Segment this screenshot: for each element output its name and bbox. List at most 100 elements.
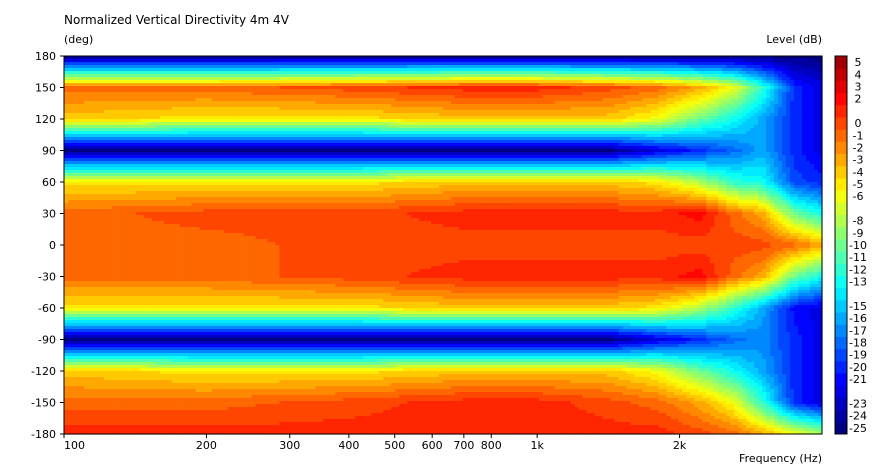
heatmap-cell <box>666 59 671 63</box>
heatmap-cell <box>710 59 715 63</box>
heatmap-cell <box>427 74 432 78</box>
heatmap-cell <box>622 95 628 99</box>
heatmap-cell <box>750 107 755 111</box>
heatmap-cell <box>64 65 69 69</box>
heatmap-cell <box>538 86 544 90</box>
heatmap-cell <box>462 107 468 111</box>
heatmap-cell <box>251 89 257 93</box>
heatmap-cell <box>343 110 348 114</box>
heatmap-cell <box>275 77 281 81</box>
heatmap-cell <box>131 92 137 96</box>
heatmap-cell <box>431 95 436 99</box>
heatmap-cell <box>415 86 420 90</box>
heatmap-cell <box>267 107 273 111</box>
heatmap-cell <box>658 62 664 66</box>
heatmap-cell <box>542 95 548 99</box>
heatmap-cell <box>550 80 556 84</box>
heatmap-cell <box>399 59 404 63</box>
heatmap-cell <box>546 95 552 99</box>
heatmap-cell <box>259 101 265 105</box>
heatmap-cell <box>594 59 600 63</box>
heatmap-cell <box>798 86 803 90</box>
heatmap-cell <box>762 86 767 90</box>
heatmap-cell <box>291 101 296 105</box>
heatmap-cell <box>299 56 304 60</box>
heatmap-cell <box>670 95 675 99</box>
heatmap-cell <box>179 107 185 111</box>
heatmap-cell <box>79 65 85 69</box>
heatmap-cell <box>319 68 324 72</box>
heatmap-cell <box>299 59 304 63</box>
heatmap-cell <box>147 98 153 102</box>
heatmap-cell <box>179 86 185 90</box>
heatmap-cell <box>155 104 161 108</box>
heatmap-cell <box>614 101 620 105</box>
heatmap-cell <box>335 80 340 84</box>
heatmap-cell <box>770 92 775 96</box>
heatmap-cell <box>694 92 699 96</box>
heatmap-cell <box>359 68 364 72</box>
heatmap-cell <box>526 77 532 81</box>
heatmap-cell <box>403 56 408 60</box>
heatmap-cell <box>331 101 336 105</box>
heatmap-cell <box>311 107 316 111</box>
heatmap-cell <box>778 89 783 93</box>
heatmap-cell <box>606 92 612 96</box>
heatmap-cell <box>119 62 125 66</box>
heatmap-cell <box>367 95 372 99</box>
heatmap-cell <box>219 89 225 93</box>
heatmap-cell <box>339 80 344 84</box>
heatmap-cell <box>291 56 296 60</box>
heatmap-cell <box>458 107 464 111</box>
heatmap-cell <box>87 107 93 111</box>
heatmap-cell <box>606 56 612 60</box>
heatmap-cell <box>199 95 205 99</box>
heatmap-cell <box>279 113 285 117</box>
heatmap-cell <box>423 59 428 63</box>
heatmap-cell <box>247 71 253 75</box>
heatmap-cell <box>650 92 656 96</box>
heatmap-cell <box>155 68 161 72</box>
heatmap-cell <box>303 74 308 78</box>
heatmap-cell <box>435 74 440 78</box>
heatmap-cell <box>726 86 731 90</box>
heatmap-cell <box>794 83 799 87</box>
heatmap-cell <box>458 77 464 81</box>
heatmap-cell <box>654 98 660 102</box>
heatmap-cell <box>546 110 552 114</box>
heatmap-cell <box>139 68 145 72</box>
heatmap-cell <box>610 110 616 114</box>
heatmap-cell <box>570 92 576 96</box>
heatmap-cell <box>462 95 468 99</box>
heatmap-cell <box>419 68 424 72</box>
heatmap-cell <box>450 59 456 63</box>
heatmap-cell <box>127 86 133 90</box>
heatmap-cell <box>319 95 324 99</box>
heatmap-cell <box>746 65 751 69</box>
heatmap-cell <box>347 92 352 96</box>
heatmap-cell <box>387 77 392 81</box>
heatmap-cell <box>211 86 217 90</box>
heatmap-cell <box>670 74 675 78</box>
heatmap-cell <box>646 104 652 108</box>
heatmap-cell <box>251 80 257 84</box>
heatmap-cell <box>235 86 241 90</box>
heatmap-cell <box>131 98 137 102</box>
heatmap-cell <box>171 95 177 99</box>
heatmap-cell <box>179 110 185 114</box>
heatmap-cell <box>275 68 281 72</box>
heatmap-cell <box>331 80 336 84</box>
heatmap-cell <box>574 95 580 99</box>
heatmap-cell <box>678 68 683 72</box>
heatmap-cell <box>482 65 488 69</box>
heatmap-cell <box>291 113 296 117</box>
heatmap-cell <box>462 98 468 102</box>
heatmap-cell <box>714 86 719 90</box>
heatmap-cell <box>259 92 265 96</box>
heatmap-cell <box>702 104 707 108</box>
heatmap-cell <box>662 86 668 90</box>
heatmap-cell <box>618 86 624 90</box>
heatmap-cell <box>790 83 795 87</box>
heatmap-cell <box>391 77 396 81</box>
heatmap-cell <box>371 59 376 63</box>
